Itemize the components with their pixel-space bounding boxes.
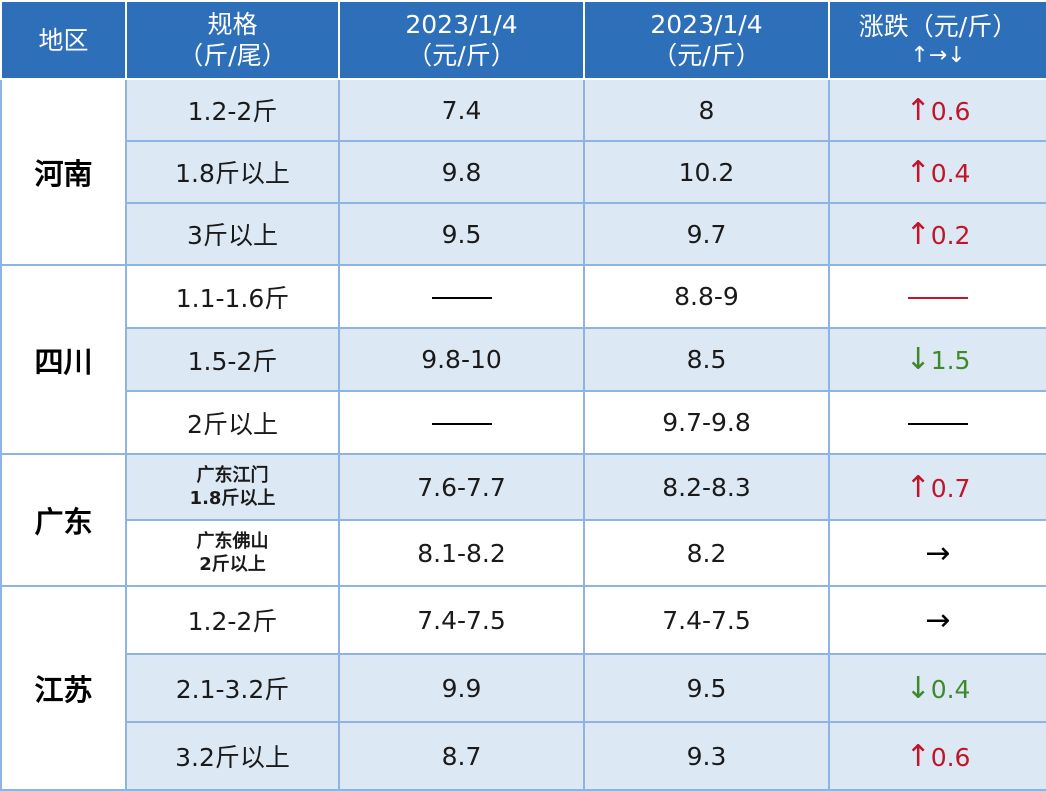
change-value: 0.4 xyxy=(930,158,971,188)
price2-cell: 8.2 xyxy=(583,519,830,587)
up-arrow-icon: ↑ xyxy=(905,738,931,774)
change-cell: ↓1.5 xyxy=(828,327,1046,392)
price2-cell: 9.7-9.8 xyxy=(583,390,830,455)
change-value: 0.2 xyxy=(930,220,971,250)
change-value: 0.6 xyxy=(930,742,971,772)
region-cell-henan: 河南 xyxy=(0,78,127,266)
region-cell-jiangsu: 江苏 xyxy=(0,585,127,791)
change-value: 0.7 xyxy=(930,473,971,503)
change-cell: → xyxy=(828,519,1046,587)
header-region: 地区 xyxy=(0,0,127,80)
price1-cell: 7.4-7.5 xyxy=(338,585,585,655)
price2-cell: 7.4-7.5 xyxy=(583,585,830,655)
spec-location: 广东江门 xyxy=(196,465,269,486)
header-region-label: 地区 xyxy=(38,25,89,55)
price2-cell: 8 xyxy=(583,78,830,142)
table-row: 2.1-3.2斤 9.9 9.5 ↓0.4 xyxy=(1,653,1046,723)
price1-cell: 9.8 xyxy=(338,140,585,204)
spec-cell: 1.8斤以上 xyxy=(125,140,340,204)
spec-cell: 1.1-1.6斤 xyxy=(125,264,340,329)
change-value: 0.6 xyxy=(930,96,971,126)
price1-cell: 9.8-10 xyxy=(338,327,585,392)
spec-cell: 1.2-2斤 xyxy=(125,78,340,142)
spec-cell: 广东佛山 2斤以上 xyxy=(125,519,340,587)
spec-cell: 2斤以上 xyxy=(125,390,340,455)
price2-cell: 9.5 xyxy=(583,653,830,723)
table-row: 广东佛山 2斤以上 8.1-8.2 8.2 → xyxy=(1,519,1046,587)
price2-cell: 10.2 xyxy=(583,140,830,204)
table-row: 河南 1.2-2斤 7.4 8 ↑0.6 xyxy=(0,78,1046,266)
down-arrow-icon: ↓ xyxy=(905,342,931,377)
table-row: 3斤以上 9.5 9.7 ↑0.2 xyxy=(1,202,1046,266)
spec-cell: 1.5-2斤 xyxy=(125,327,340,392)
price1-cell: 7.4 xyxy=(338,78,585,142)
table-row: 1.8斤以上 9.8 10.2 ↑0.4 xyxy=(1,140,1046,204)
header-row: 地区 规格 （斤/尾） 2023/1/4 （元/斤） 2023/1/4 （元/斤… xyxy=(0,0,1046,80)
price2-cell: 8.8-9 xyxy=(583,264,830,329)
header-spec-title: 规格 xyxy=(207,10,258,39)
header-spec: 规格 （斤/尾） xyxy=(125,0,340,80)
change-cell: ↑0.4 xyxy=(828,140,1046,204)
header-date1-title: 2023/1/4 xyxy=(405,10,518,39)
price1-cell: 8.1-8.2 xyxy=(338,519,585,587)
up-arrow-icon: ↑ xyxy=(905,154,931,190)
price1-cell: 8.7 xyxy=(338,721,585,791)
change-cell: ↑0.6 xyxy=(828,721,1046,791)
no-change-dash xyxy=(908,423,968,425)
change-cell xyxy=(828,390,1046,455)
header-change-arrows: ↑→↓ xyxy=(910,42,966,68)
region-cell-sichuan: 四川 xyxy=(0,264,127,455)
table-row: 2斤以上 9.7-9.8 xyxy=(1,390,1046,455)
up-arrow-icon: ↑ xyxy=(905,216,931,252)
header-date2-title: 2023/1/4 xyxy=(650,10,763,39)
change-cell: ↑0.6 xyxy=(828,78,1046,142)
spec-location: 广东佛山 xyxy=(196,531,269,552)
table-row: 江苏 1.2-2斤 7.4-7.5 7.4-7.5 → xyxy=(0,585,1046,791)
change-cell xyxy=(828,264,1046,329)
table-row: 3.2斤以上 8.7 9.3 ↑0.6 xyxy=(1,721,1046,791)
spec-size: 1.8斤以上 xyxy=(189,488,276,509)
up-arrow-icon: ↑ xyxy=(905,92,931,128)
change-cell: → xyxy=(828,585,1046,655)
price2-cell: 8.2-8.3 xyxy=(583,453,830,521)
change-value: 0.4 xyxy=(930,674,971,704)
change-cell: ↑0.2 xyxy=(828,202,1046,266)
down-arrow-icon: ↓ xyxy=(905,670,931,706)
table-row: 四川 1.1-1.6斤 8.8-9 xyxy=(0,264,1046,455)
spec-cell: 广东江门 1.8斤以上 xyxy=(125,453,340,521)
spec-cell: 3.2斤以上 xyxy=(125,721,340,791)
price1-cell xyxy=(338,390,585,455)
header-change: 涨跌（元/斤） ↑→↓ xyxy=(828,0,1046,80)
price1-cell: 9.9 xyxy=(338,653,585,723)
header-date2-unit: （元/斤） xyxy=(652,41,761,70)
header-spec-unit: （斤/尾） xyxy=(178,41,287,70)
price2-cell: 8.5 xyxy=(583,327,830,392)
price1-cell: 9.5 xyxy=(338,202,585,266)
right-arrow-icon: → xyxy=(925,535,951,571)
price1-cell xyxy=(338,264,585,329)
change-value: 1.5 xyxy=(930,346,971,375)
spec-size: 2斤以上 xyxy=(199,554,266,575)
spec-cell: 2.1-3.2斤 xyxy=(125,653,340,723)
price2-cell: 9.7 xyxy=(583,202,830,266)
spec-cell: 1.2-2斤 xyxy=(125,585,340,655)
region-cell-guangdong: 广东 xyxy=(0,453,127,587)
header-change-title: 涨跌（元/斤） xyxy=(858,11,1018,41)
header-date1-unit: （元/斤） xyxy=(407,41,516,70)
change-cell: ↑0.7 xyxy=(828,453,1046,521)
up-arrow-icon: ↑ xyxy=(905,469,931,505)
right-arrow-icon: → xyxy=(925,602,951,638)
table-row: 1.5-2斤 9.8-10 8.5 ↓1.5 xyxy=(1,327,1046,392)
header-date2: 2023/1/4 （元/斤） xyxy=(583,0,830,80)
price2-cell: 9.3 xyxy=(583,721,830,791)
no-data-dash xyxy=(431,423,492,425)
price1-cell: 7.6-7.7 xyxy=(338,453,585,521)
change-cell: ↓0.4 xyxy=(828,653,1046,723)
table-row: 广东 广东江门 1.8斤以上 7.6-7.7 8.2-8.3 ↑0.7 xyxy=(0,453,1046,587)
spec-cell: 3斤以上 xyxy=(125,202,340,266)
no-data-dash xyxy=(431,297,492,299)
header-date1: 2023/1/4 （元/斤） xyxy=(338,0,585,80)
no-change-dash xyxy=(908,297,968,299)
